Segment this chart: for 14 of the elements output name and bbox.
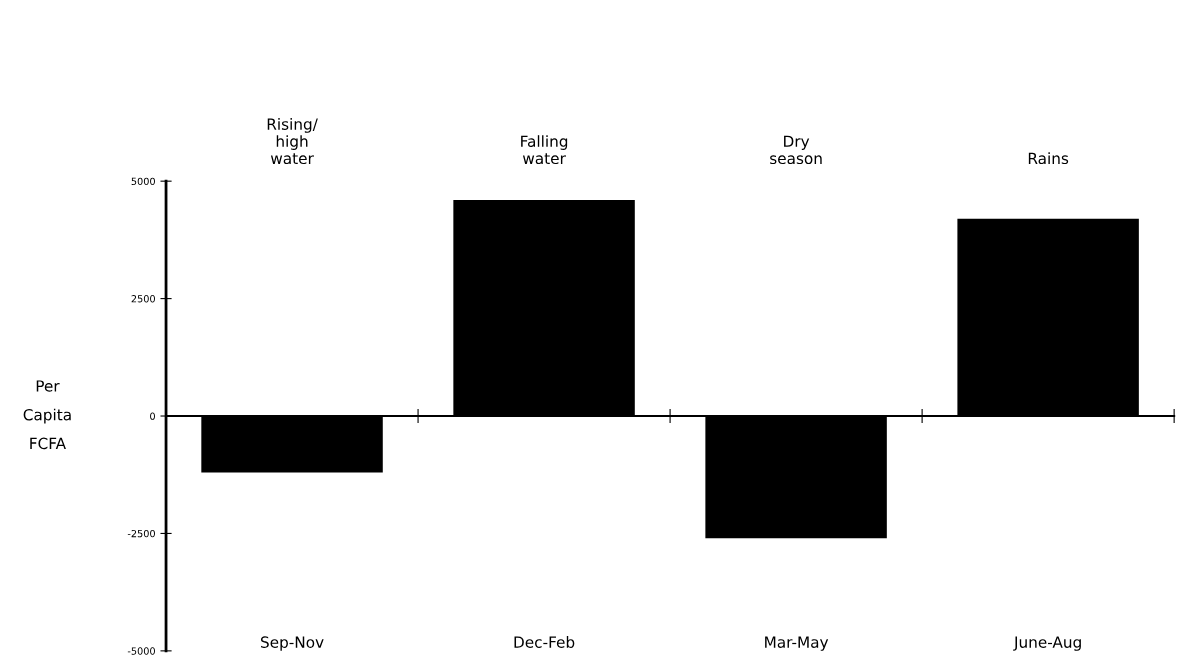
- y-tick-label: 2500: [131, 295, 155, 303]
- y-tick-label: 5000: [131, 177, 155, 185]
- x-tick-label: Mar-May: [765, 636, 829, 651]
- y-tick-label: -5000: [127, 647, 155, 655]
- text: Rising/ high water: [267, 118, 318, 165]
- text: Falling water: [521, 135, 568, 165]
- y-axis-title: Per Capita FCFA: [23, 380, 71, 450]
- y-tick-label: -2500: [127, 529, 155, 538]
- text: Dry season: [770, 135, 822, 165]
- x-tick-label: Dec-Feb: [514, 636, 575, 648]
- x-tick-label: Sep-Nov: [260, 636, 324, 651]
- text: Rains: [1028, 152, 1069, 165]
- y-tick-label: 0: [150, 412, 155, 420]
- x-tick-label: June-Aug: [1013, 636, 1081, 651]
